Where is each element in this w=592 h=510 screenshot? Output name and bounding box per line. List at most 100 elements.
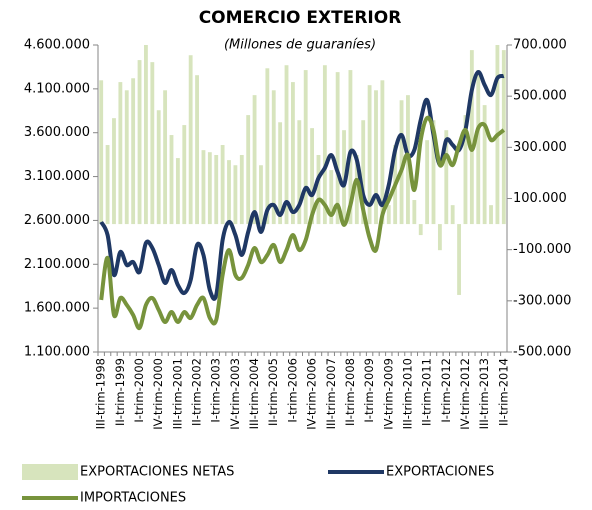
bar: [412, 200, 417, 225]
bar: [354, 155, 359, 225]
bar: [112, 118, 116, 225]
bar: [99, 80, 104, 225]
bar: [444, 130, 449, 225]
line: [99, 70, 505, 301]
legend-swatch: [22, 464, 78, 480]
bar: [144, 45, 148, 225]
bar: [476, 70, 481, 225]
x-tick-label: III-trim-2010: [400, 358, 414, 429]
x-tick-label: IV-trim-2009: [381, 358, 395, 430]
x-tick-label: II-trim-2014: [496, 358, 510, 426]
bar: [227, 160, 231, 225]
x-tick-label: IV-trim-2006: [305, 358, 319, 430]
bar: [374, 90, 378, 225]
bar: [239, 155, 244, 225]
bar: [303, 70, 308, 225]
y-tick-label: 3.600.000: [24, 125, 90, 140]
x-tick-label: III-trim-2004: [247, 358, 261, 429]
bar: [214, 155, 219, 225]
x-tick-label: II-trim-2011: [420, 358, 434, 426]
bar: [367, 85, 372, 225]
bar: [431, 120, 436, 225]
x-tick-label: IV-trim-2003: [228, 358, 242, 430]
y-tick-label: 4.100.000: [24, 81, 90, 96]
bar: [137, 60, 142, 225]
bar: [501, 50, 506, 225]
bar: [437, 224, 442, 251]
bar: [316, 155, 321, 225]
bar: [386, 205, 391, 225]
bar: [150, 62, 155, 225]
y-tick-label: 2.600.000: [24, 213, 90, 228]
bar: [322, 65, 327, 225]
bar: [265, 68, 270, 225]
bar: [425, 140, 430, 225]
bar: [163, 90, 168, 225]
x-tick-label: III-trim-2007: [324, 358, 338, 429]
x-tick-label: II-trim-2002: [190, 358, 204, 426]
bar: [380, 80, 385, 225]
bar: [105, 145, 110, 225]
bar: [131, 78, 136, 225]
x-tick-label: I-trim-2000: [132, 358, 146, 423]
x-tick-label: II-trim-1999: [113, 358, 127, 426]
bar: [195, 75, 199, 225]
y2-tick-label: 500.000: [513, 89, 567, 104]
bar: [188, 55, 193, 225]
bar: [207, 152, 212, 225]
y2-tick-label: 700.000: [513, 38, 567, 53]
bar: [310, 128, 315, 225]
chart-title: COMERCIO EXTERIOR: [199, 8, 402, 28]
bar: [290, 82, 295, 225]
bar: [335, 72, 340, 225]
bar: [348, 70, 353, 225]
bar: [252, 95, 257, 225]
x-tick-label: II-trim-2008: [343, 358, 357, 426]
bar: [278, 122, 283, 225]
chart-subtitle: (Millones de guaraníes): [224, 38, 376, 53]
y2-tick-label: -500.000: [513, 345, 571, 360]
bar: [124, 90, 129, 225]
y2-tick-label: 100.000: [513, 191, 567, 206]
x-tick-label: II-trim-2005: [266, 358, 280, 426]
legend-label: IMPORTACIONES: [80, 491, 186, 506]
bar: [246, 115, 251, 225]
legend-label: EXPORTACIONES NETAS: [80, 465, 234, 480]
x-tick-label: I-trim-2003: [209, 358, 223, 423]
x-tick-label: III-trim-2001: [170, 358, 184, 429]
bar: [329, 170, 334, 225]
bar: [482, 105, 487, 225]
bar: [169, 135, 174, 225]
x-tick-label: III-trim-2013: [477, 358, 491, 429]
y-tick-label: 2.100.000: [24, 257, 90, 272]
bar: [220, 145, 225, 225]
bar: [469, 50, 474, 225]
bar: [457, 224, 461, 295]
bar: [450, 205, 455, 225]
x-tick-label: IV-trim-2012: [458, 358, 472, 430]
legend-label: EXPORTACIONES: [386, 465, 494, 480]
y2-tick-label: 300.000: [513, 140, 567, 155]
y-tick-label: 1.100.000: [24, 345, 90, 360]
bar: [182, 125, 187, 225]
bar: [271, 90, 276, 225]
bar: [463, 115, 468, 225]
y2-tick-label: -300.000: [513, 293, 571, 308]
bar: [361, 120, 366, 225]
x-tick-label: I-trim-2012: [439, 358, 453, 423]
bar: [118, 82, 123, 225]
bar: [201, 150, 206, 225]
x-tick-label: IV-trim-2000: [151, 358, 165, 430]
x-tick-label: I-trim-2009: [362, 358, 376, 423]
bar: [399, 100, 404, 225]
x-tick-label: III-trim-1998: [94, 358, 108, 429]
bar: [297, 120, 302, 225]
line: [99, 115, 506, 331]
y2-tick-label: -100.000: [513, 242, 571, 257]
bar: [156, 110, 161, 225]
bar: [418, 224, 423, 236]
y-tick-label: 4.600.000: [24, 38, 90, 53]
y-tick-label: 1.600.000: [24, 301, 90, 316]
bar: [233, 165, 238, 225]
